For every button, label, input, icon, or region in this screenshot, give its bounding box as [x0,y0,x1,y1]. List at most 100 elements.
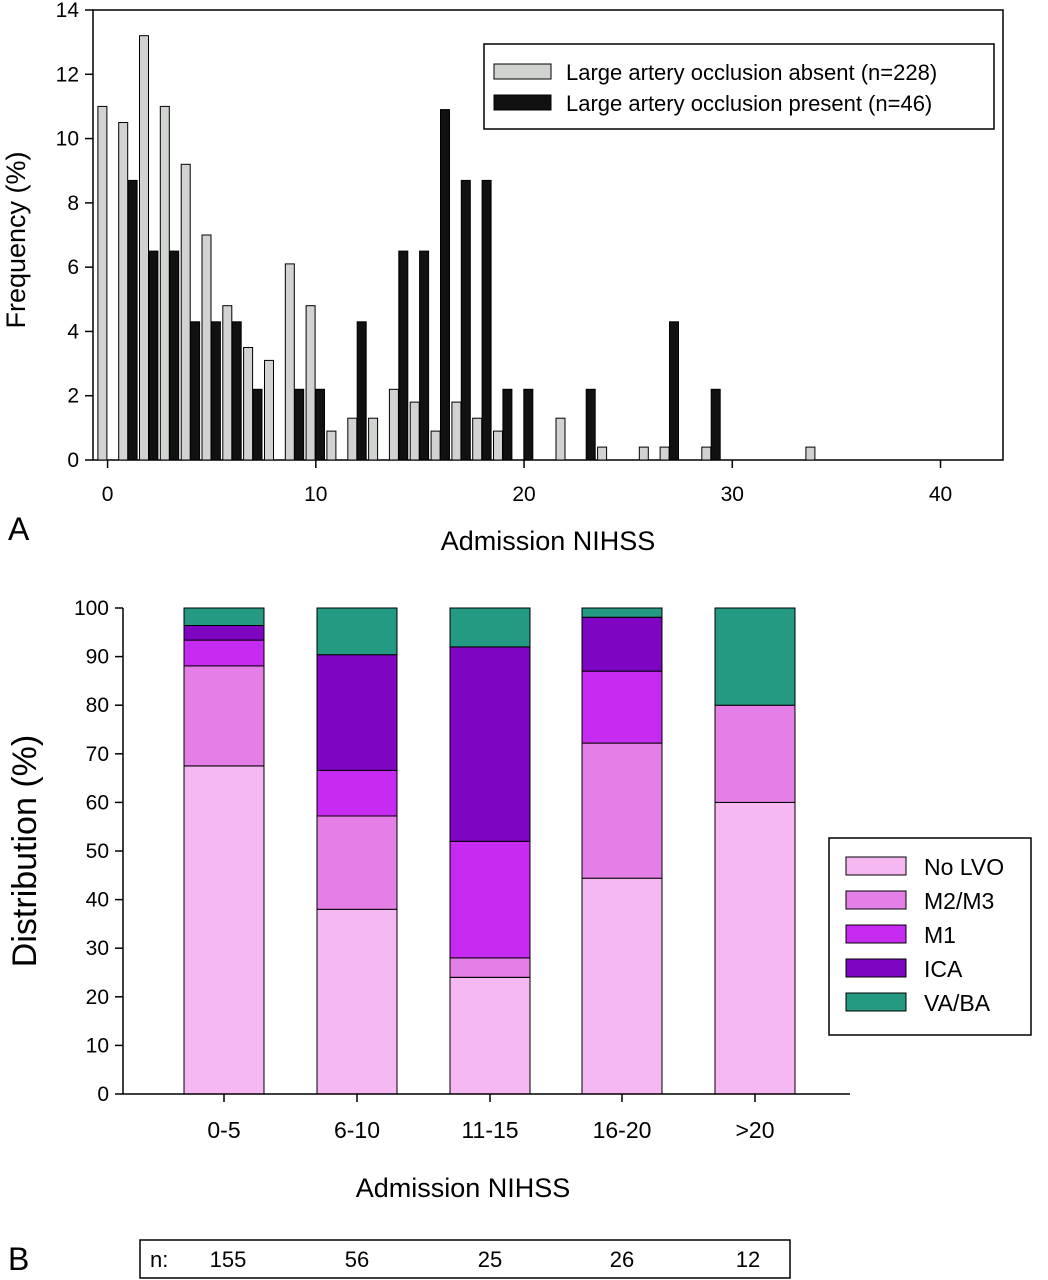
panel-b-y-axis-label: Distribution (%) [6,735,44,967]
bar-absent-nihss-0 [97,105,108,461]
panel-b-label: B [8,1241,29,1277]
panel-b-x-tick-label-16-20: 16-20 [593,1117,652,1143]
bar-absent-nihss-34 [805,446,816,461]
panel-a-x-axis-label: Admission NIHSS [441,526,656,556]
panel-a-y-axis-label: Frequency (%) [1,151,31,328]
panel-b-x-axis: 0-5 6-10 11-15 16-20 >20 [207,1094,775,1143]
panel-a-plot-frame [92,9,1004,461]
panel-b-x-axis-label: Admission NIHSS [356,1173,571,1203]
panel-b-y-tick-label-70: 70 [86,743,109,766]
bar-absent-nihss-9 [284,263,295,461]
panel-a-y-tick-label-8: 8 [67,192,79,215]
bar-present-nihss-7 [252,388,263,461]
segment-m1-0-5 [183,639,265,667]
bar-absent-nihss-16 [430,430,441,461]
bar-absent-nihss-11 [326,430,337,461]
panel-b-stacked-bars: 0 10 20 30 40 50 60 70 80 90 100 0-5 6-10 11-15 16-20… [6,597,1032,1279]
panel-b-y-tick-label-40: 40 [86,889,109,912]
n-table-value-0-5: 155 [210,1247,247,1272]
panel-b-y-tick-label-100: 100 [74,597,109,620]
panel-a-x-tick-label-40: 40 [929,483,952,506]
panel-a-y-tick-label-10: 10 [56,128,79,151]
segment-m2-m3-6-10 [316,815,398,910]
bar-absent-nihss-2 [139,35,149,461]
segment-m1-6-10 [316,769,398,817]
n-table-value-11-15: 25 [478,1247,502,1272]
bar-absent-nihss-29 [701,446,712,461]
bar-absent-nihss-5 [201,234,212,461]
segment-m1-16-20 [581,670,663,744]
panel-a-x-tick-label-10: 10 [304,483,327,506]
bar-present-nihss-12 [356,321,367,461]
panel-b-legend: No LVO M2/M3 M1 ICA VA/BA [828,837,1032,1036]
panel-b-bars [183,607,796,1095]
bar-present-nihss-5 [210,321,221,461]
panel-b-x-tick-label-6-10: 6-10 [334,1117,380,1143]
segment-va-ba-6-10 [316,607,398,656]
segment-va-ba-0-5 [183,607,265,626]
panel-b-y-axis: 0 10 20 30 40 50 60 70 80 90 100 [74,597,123,1106]
legend-swatch-no-lvo [845,856,907,876]
panel-a-x-tick-label-20: 20 [512,483,535,506]
panel-a-y-tick-label-6: 6 [67,256,79,279]
bar-absent-nihss-27 [659,446,670,461]
panel-a-x-tick-label-0: 0 [102,483,114,506]
panel-a-histogram: 0 10 20 30 40 0 2 4 6 8 10 12 14 Admission NIHSS Fr… [1,0,1004,556]
segment-m2-m3-20 [714,704,796,803]
bar-present-nihss-1 [127,179,138,461]
legend-label-va-ba: VA/BA [924,990,991,1016]
panel-a-y-tick-label-2: 2 [67,385,79,408]
bar-absent-nihss-22 [555,417,566,461]
bar-absent-nihss-13 [368,417,379,461]
bar-present-nihss-23 [585,388,596,461]
panel-b-y-tick-label-50: 50 [86,840,109,863]
legend-swatch-absent [493,63,552,80]
bar-present-nihss-29 [710,388,721,461]
segment-ica-11-15 [449,646,531,842]
bar-present-nihss-14 [398,250,409,461]
bar-present-nihss-27 [669,321,679,461]
bar-present-nihss-20 [523,388,534,461]
panel-a-y-axis: 0 2 4 6 8 10 12 14 [56,0,93,472]
bar-present-nihss-6 [231,321,242,461]
legend-label-m1: M1 [924,922,956,948]
panel-a-legend: Large artery occlusion absent (n=228) La… [483,43,995,130]
panel-b-x-tick-label-20: >20 [735,1117,774,1143]
bar-present-nihss-9 [294,388,305,461]
bar-present-nihss-10 [315,388,325,461]
legend-label-m2-m3: M2/M3 [924,888,994,914]
panel-a-x-axis: 0 10 20 30 40 [102,460,952,506]
segment-ica-0-5 [183,625,265,641]
legend-label-no-lvo: No LVO [924,854,1004,880]
panel-b-y-tick-label-80: 80 [86,694,109,717]
bar-absent-nihss-12 [347,417,358,461]
segment-m2-m3-0-5 [183,665,265,767]
bar-absent-nihss-15 [409,401,420,461]
segment-m2-m3-11-15 [449,957,531,978]
segment-va-ba-11-15 [449,607,531,648]
panel-b-y-tick-label-0: 0 [97,1083,109,1106]
legend-label-present: Large artery occlusion present (n=46) [566,91,932,116]
segment-m1-11-15 [449,840,531,959]
bar-absent-nihss-19 [493,430,503,461]
bar-absent-nihss-10 [305,305,316,461]
bar-absent-nihss-1 [118,122,129,461]
n-table: n: 155 56 25 26 12 [139,1239,791,1279]
bar-present-nihss-18 [481,179,492,461]
legend-swatch-m1 [845,924,907,944]
panel-a-y-tick-label-0: 0 [67,449,79,472]
bar-absent-nihss-26 [638,446,649,461]
panel-b-x-tick-label-0-5: 0-5 [207,1117,240,1143]
legend-swatch-present [493,94,552,111]
segment-ica-16-20 [581,616,663,672]
panel-a-label: A [8,511,30,547]
n-table-label: n: [150,1247,168,1272]
segment-no-lvo-16-20 [581,877,663,1095]
panel-a-y-tick-label-14: 14 [56,0,80,22]
panel-a-y-tick-label-12: 12 [56,63,79,86]
panel-b-y-tick-label-60: 60 [86,791,109,814]
panel-b-y-tick-label-90: 90 [86,646,109,669]
legend-swatch-m2-m3 [845,890,907,910]
n-table-value-6-10: 56 [345,1247,369,1272]
